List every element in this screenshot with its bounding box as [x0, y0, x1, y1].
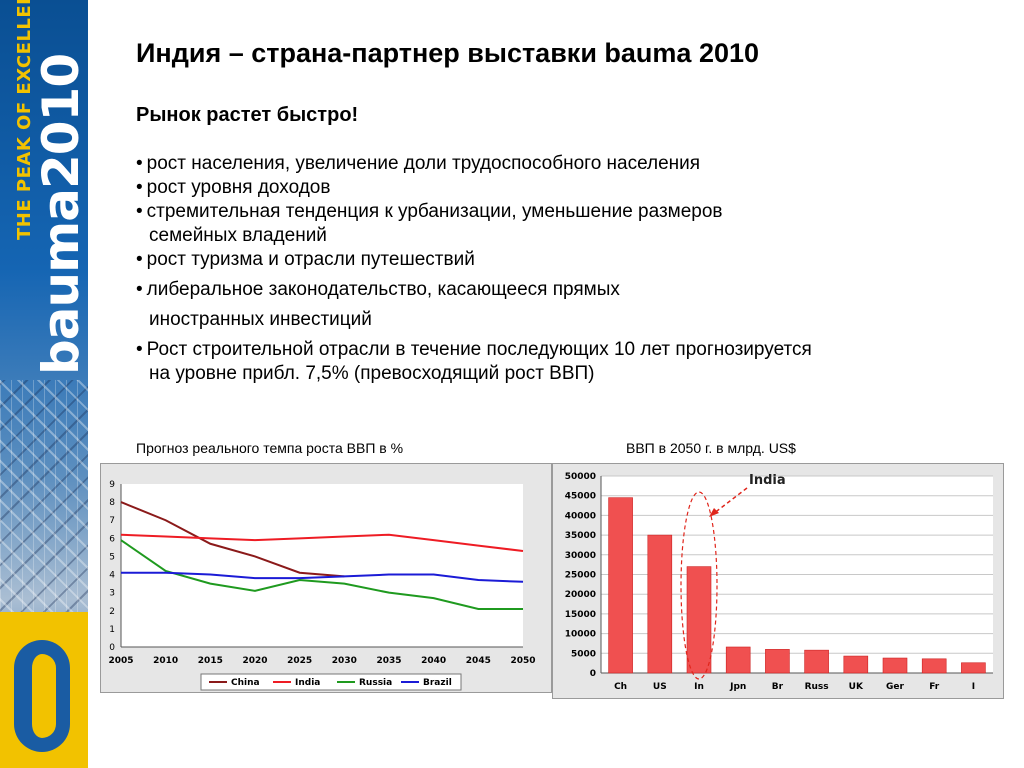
bar-chart-caption: ВВП в 2050 г. в млрд. US$: [626, 440, 796, 456]
bullet-item: • рост населения, увеличение доли трудосп…: [136, 152, 996, 176]
series-line-russia: [120, 539, 523, 610]
bullet-item: • рост туризма и отрасли путешествий: [136, 248, 996, 272]
x-tick-label: US: [653, 682, 667, 692]
y-tick-label: 9: [109, 480, 115, 490]
bar-jpn: [725, 646, 751, 674]
slide-title: Индия – страна-партнер выставки bauma 20…: [136, 38, 760, 68]
y-tick-label: 0: [590, 669, 596, 679]
bullet-dot-icon: •: [136, 201, 143, 222]
bar-uk: [843, 655, 869, 674]
x-tick-label: 2025: [287, 656, 312, 666]
banner-brand-logo: bauma2010: [32, 53, 88, 375]
series-line-brazil: [121, 571, 524, 583]
bar-ch: [608, 497, 633, 674]
plot-area: [121, 484, 523, 647]
bar-us: [647, 534, 673, 674]
x-tick-label: Jpn: [729, 682, 746, 692]
bar-chart-panel: 0 5000 10000 15000 20000 25000 30000 35000 40000…: [552, 463, 1004, 699]
side-banner: THE PEAK OF EXCELLENCE bauma2010: [0, 0, 88, 768]
y-tick-label: 4: [109, 571, 115, 581]
x-tick-label: Russ: [805, 682, 829, 692]
x-tick-label: Ch: [614, 682, 627, 692]
bullet-item: • стремительная тенденция к урбанизации, …: [136, 200, 996, 248]
x-tick-label: 2005: [108, 656, 133, 666]
y-tick-label: 45000: [565, 492, 596, 502]
y-tick-label: 15000: [565, 610, 596, 620]
y-tick-label: 6: [109, 534, 115, 544]
x-tick-label: 2050: [510, 656, 535, 666]
bar-i: [961, 662, 986, 674]
bullet-text: стремительная тенденция к урбанизации, у…: [146, 201, 723, 222]
india-arrow-head: [709, 508, 719, 517]
legend-label: Russia: [359, 678, 392, 688]
bullet-dot-icon: •: [136, 249, 143, 270]
y-tick-label: 10000: [565, 630, 596, 640]
y-tick-label: 20000: [565, 590, 596, 600]
y-tick-label: 35000: [565, 531, 596, 541]
bullet-text-continued: семейных владений: [149, 225, 327, 246]
y-tick-label: 5000: [571, 649, 596, 659]
legend-label: Brazil: [423, 678, 452, 688]
x-tick-label: 2045: [466, 656, 491, 666]
legend-label: China: [231, 678, 260, 688]
x-tick-label: Fr: [929, 682, 940, 692]
bullet-item: • рост уровня доходов: [136, 176, 996, 200]
bullet-dot-icon: •: [136, 279, 143, 300]
y-tick-label: 1: [109, 625, 115, 635]
bullet-text-continued: иностранных инвестиций: [149, 309, 372, 330]
bullet-text: либеральное законодательство, касающееся…: [146, 279, 620, 300]
bar-ger: [882, 657, 908, 674]
bullet-text: рост населения, увеличение доли трудоспо…: [146, 153, 701, 174]
india-arrow: [712, 487, 748, 515]
bullet-text: рост уровня доходов: [146, 177, 331, 198]
bullet-dot-icon: •: [136, 339, 143, 360]
x-tick-label: 2015: [198, 656, 223, 666]
slide-subtitle: Рынок растет быстро!: [136, 104, 359, 126]
y-tick-label: 0: [109, 643, 115, 653]
x-tick-label: Ger: [886, 682, 904, 692]
y-tick-label: 3: [109, 589, 115, 599]
y-tick-label: 25000: [565, 571, 596, 581]
bullet-dot-icon: •: [136, 177, 143, 198]
series-line-china: [120, 501, 345, 578]
y-tick-label: 5: [109, 552, 115, 562]
y-tick-label: 2: [109, 607, 115, 617]
bullet-item: • либеральное законодательство, касающеес…: [136, 278, 996, 332]
y-tick-label: 40000: [565, 511, 596, 521]
india-annotation-label: India: [749, 473, 786, 488]
bullet-dot-icon: •: [136, 153, 143, 174]
y-tick-label: 8: [109, 498, 115, 508]
y-tick-label: 7: [109, 516, 115, 526]
bar-in: [686, 566, 712, 674]
bullet-text: рост туризма и отрасли путешествий: [146, 249, 475, 270]
bullet-list: • рост населения, увеличение доли трудосп…: [136, 152, 996, 386]
line-chart: 0 1 2 3 4 5 6 7 8 9 2005 2010 2015 2020 2025 2030 2035 20…: [108, 480, 536, 691]
y-tick-label: 30000: [565, 551, 596, 561]
line-chart-caption: Прогноз реального темпа роста ВВП в %: [136, 440, 404, 456]
x-tick-label: 2020: [242, 656, 267, 666]
banner-logo-mark: [14, 640, 70, 752]
x-tick-label: In: [694, 682, 704, 692]
bar-fr: [921, 658, 947, 674]
x-tick-label: 2040: [421, 656, 446, 666]
bullet-text-continued: на уровне прибл. 7,5% (превосходящий рос…: [149, 363, 595, 384]
y-tick-label: 50000: [565, 472, 596, 482]
x-tick-label: 2010: [153, 656, 178, 666]
x-tick-label: 2030: [332, 656, 357, 666]
line-chart-panel: 0 1 2 3 4 5 6 7 8 9 2005 2010 2015 2020 2025 2030 2035 20…: [100, 463, 552, 693]
series-line-india: [120, 533, 524, 553]
legend-label: India: [295, 678, 320, 688]
india-highlight-ellipse: [680, 491, 718, 680]
x-tick-label: I: [972, 682, 975, 692]
bar-chart: 0 5000 10000 15000 20000 25000 30000 35000 40000…: [565, 472, 993, 692]
bar-br: [765, 649, 790, 674]
bar-russ: [804, 649, 829, 674]
bullet-item: • Рост строительной отрасли в течение пос…: [136, 338, 996, 386]
x-tick-label: UK: [849, 682, 864, 692]
x-tick-label: Br: [772, 682, 784, 692]
bullet-text: Рост строительной отрасли в течение посл…: [146, 339, 812, 360]
legend: [200, 673, 462, 691]
x-tick-label: 2035: [376, 656, 401, 666]
